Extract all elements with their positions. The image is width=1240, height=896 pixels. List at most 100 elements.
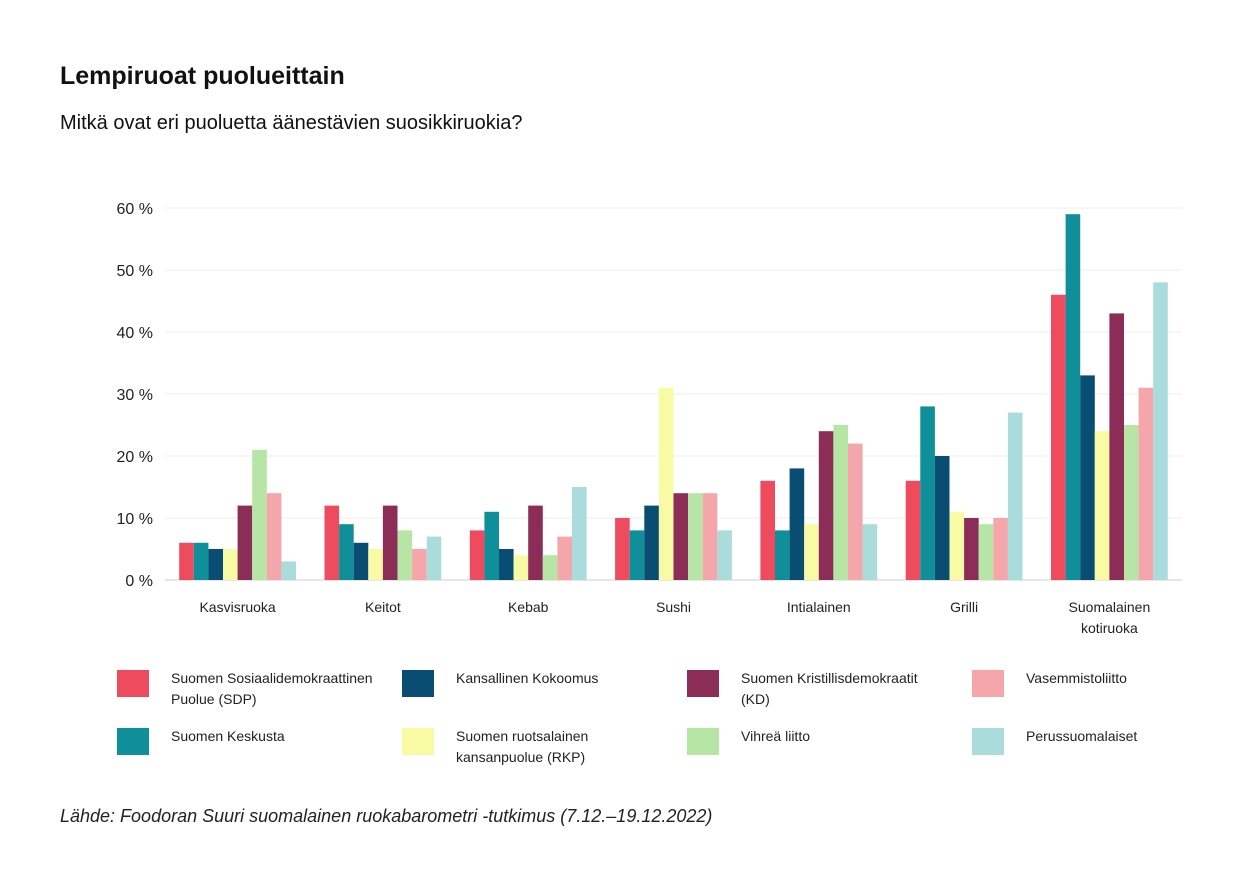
source-note: Lähde: Foodoran Suuri suomalainen ruokab… [60, 806, 713, 826]
legend-label: Perussuomalaiset [1026, 728, 1138, 744]
bar [949, 511, 965, 580]
bar [237, 505, 253, 580]
bar [993, 518, 1008, 580]
legend-item: Perussuomalaiset [972, 726, 1240, 755]
bar [484, 511, 499, 580]
bar [426, 536, 442, 580]
bar [688, 493, 703, 580]
bar [658, 387, 674, 580]
bar [1109, 313, 1124, 580]
bar [1007, 412, 1023, 580]
legend-label: Vasemmistoliitto [1026, 670, 1127, 686]
y-tick-label: 60 % [117, 201, 153, 218]
bar [281, 561, 296, 580]
bar [920, 406, 935, 580]
bar [818, 431, 834, 580]
bar [964, 518, 979, 580]
bar [528, 505, 543, 580]
bar [644, 505, 659, 580]
bar [382, 505, 398, 580]
legend-item: Kansallinen Kokoomus [402, 668, 676, 697]
legend-swatch [687, 670, 719, 697]
bar [717, 530, 732, 580]
x-tick-label: Kebab [508, 599, 549, 615]
y-tick-label: 10 % [117, 511, 153, 528]
bar [223, 549, 238, 580]
bar [760, 480, 775, 580]
legend: Suomen Sosiaalidemokraattinen Puolue (SDP… [117, 668, 1217, 778]
x-tick-label: kotiruoka [1081, 620, 1138, 636]
legend-swatch [117, 670, 149, 697]
x-tick-label: Kasvisruoka [199, 599, 275, 615]
bar [208, 549, 223, 580]
bar [1138, 387, 1154, 580]
bar [905, 480, 921, 580]
bar [775, 530, 790, 580]
bar [789, 468, 805, 580]
bar [1124, 425, 1139, 580]
bar [1080, 375, 1095, 580]
chart-subtitle: Mitkä ovat eri puoluetta äänestävien suo… [60, 112, 523, 134]
legend-item: Suomen Sosiaalidemokraattinen Puolue (SDP… [117, 668, 391, 710]
bar [833, 425, 848, 580]
bar [615, 518, 630, 580]
legend-item: Suomen Kristillisdemokraatit (KD) [687, 668, 961, 710]
legend-item: Suomen Keskusta [117, 726, 391, 755]
bar [862, 524, 878, 580]
bar [934, 456, 950, 580]
bar [1094, 431, 1110, 580]
bar [499, 549, 514, 580]
bar [702, 493, 718, 580]
legend-label: Vihreä liitto [741, 728, 811, 744]
legend-label: Suomen Sosiaalidemokraattinen Puolue (SDP… [171, 670, 373, 707]
y-tick-label: 50 % [117, 263, 153, 280]
bar [848, 443, 863, 580]
y-tick-label: 20 % [117, 449, 153, 466]
legend-swatch [687, 728, 719, 755]
bar [804, 524, 819, 580]
chart-title: Lempiruoat puolueittain [60, 62, 345, 90]
legend-swatch [402, 670, 434, 697]
legend-swatch [972, 670, 1004, 697]
bar [557, 536, 572, 580]
x-tick-label: Grilli [950, 599, 978, 615]
bar [353, 542, 369, 580]
legend-label: Suomen Kristillisdemokraatit (KD) [741, 670, 918, 707]
bar [266, 493, 282, 580]
bar [469, 530, 485, 580]
legend-swatch [972, 728, 1004, 755]
bar [629, 530, 645, 580]
bar [368, 549, 383, 580]
legend-label: Kansallinen Kokoomus [456, 670, 599, 686]
legend-swatch [402, 728, 434, 755]
legend-item: Suomen ruotsalainen kansanpuolue (RKP) [402, 726, 676, 768]
bar [397, 530, 413, 580]
legend-item: Vasemmistoliitto [972, 668, 1240, 697]
bar [339, 524, 354, 580]
bar [412, 549, 427, 580]
bar-chart: 0 % 10 % 20 % 30 % 40 % 50 % 60 % Kasvisruoka Ke… [117, 201, 1182, 636]
bar [179, 542, 194, 580]
legend-swatch [117, 728, 149, 755]
bar [1051, 294, 1066, 580]
bar [1153, 282, 1168, 580]
bar [673, 493, 689, 580]
bar [542, 555, 558, 580]
bar [513, 555, 529, 580]
legend-label: Suomen ruotsalainen kansanpuolue (RKP) [456, 728, 589, 765]
x-tick-label: Keitot [365, 599, 401, 615]
legend-item: Vihreä liitto [687, 726, 961, 755]
bar [193, 542, 209, 580]
y-tick-label: 30 % [117, 387, 153, 404]
x-tick-label: Sushi [656, 599, 691, 615]
bar [978, 524, 994, 580]
y-tick-label: 40 % [117, 325, 153, 342]
bar [252, 449, 267, 580]
x-tick-label: Suomalainen [1069, 599, 1151, 615]
bar [324, 505, 340, 580]
legend-label: Suomen Keskusta [171, 728, 285, 744]
bar [1065, 214, 1081, 580]
x-tick-label: Intialainen [787, 599, 851, 615]
bar [572, 487, 587, 580]
y-tick-label: 0 % [125, 573, 153, 590]
